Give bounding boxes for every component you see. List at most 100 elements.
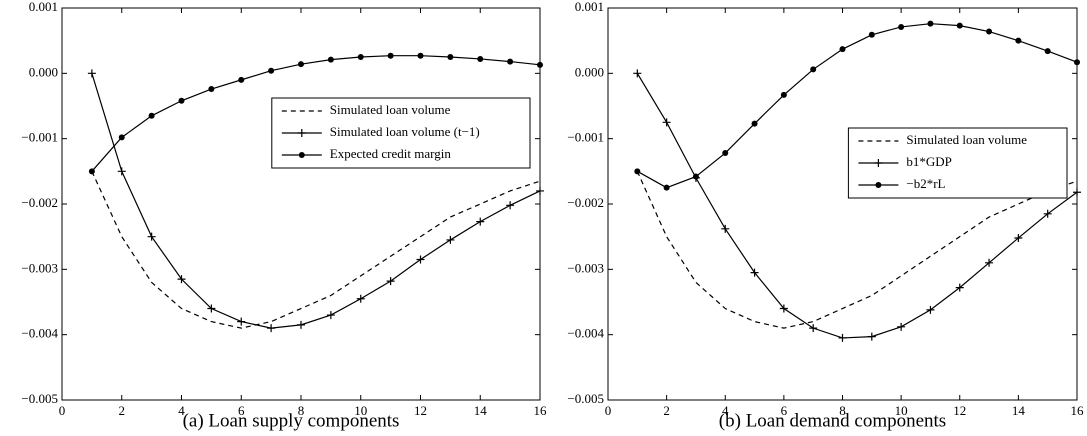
y-tick-label: 0.000 [29, 64, 58, 79]
legend-label: Simulated loan volume [330, 102, 451, 117]
marker-plus [874, 159, 883, 167]
marker-dot [298, 61, 304, 68]
marker-plus [446, 235, 455, 244]
marker-plus [838, 333, 847, 342]
x-tick-label: 2 [119, 403, 126, 418]
caption: (b) Loan demand components [719, 410, 946, 431]
marker-dot [327, 56, 334, 63]
marker-plus [897, 322, 906, 331]
marker-dot [148, 112, 155, 119]
marker-plus [476, 217, 485, 226]
marker-dot [1015, 37, 1022, 44]
marker-plus [147, 232, 156, 241]
marker-dot [387, 52, 394, 59]
x-tick-label: 14 [1012, 403, 1026, 418]
series-line [91, 73, 541, 329]
marker-plus [809, 324, 818, 333]
marker-dot [537, 61, 543, 68]
marker-dot [898, 23, 905, 30]
series-line [91, 55, 541, 172]
caption: (a) Loan supply components [183, 410, 400, 431]
legend-label: Expected credit margin [330, 146, 452, 161]
marker-dot [956, 22, 963, 29]
legend: Simulated loan volume Simulated loan volu… [271, 97, 531, 169]
marker-plus [750, 268, 759, 277]
marker-dot [722, 150, 729, 157]
x-tick-label: 4 [722, 403, 729, 418]
marker-dot [268, 67, 275, 74]
marker-plus [506, 201, 515, 210]
marker-dot [875, 182, 882, 188]
series-line [636, 171, 1078, 329]
y-tick-label: −0.003 [21, 260, 58, 275]
x-tick-label: 8 [298, 403, 305, 418]
marker-dot [208, 86, 215, 93]
marker-dot [298, 152, 305, 158]
marker-dot [927, 20, 934, 27]
marker-plus [633, 69, 642, 78]
marker-dot [477, 55, 484, 62]
marker-plus [207, 304, 216, 313]
x-tick-label: 0 [605, 403, 612, 418]
y-tick-label: 0.000 [575, 64, 604, 79]
y-tick-label: −0.004 [567, 326, 604, 341]
marker-plus [536, 186, 544, 195]
y-tick-label: −0.005 [21, 391, 58, 406]
legend-label: −b2*rL [906, 176, 945, 191]
marker-dot [447, 54, 454, 60]
marker-dot [178, 97, 185, 104]
x-tick-label: 0 [59, 403, 66, 418]
marker-plus [955, 283, 964, 292]
marker-dot [357, 54, 364, 60]
marker-dot [751, 120, 758, 127]
x-tick-label: 10 [354, 403, 367, 418]
marker-plus [326, 311, 335, 320]
marker-plus [779, 304, 788, 313]
marker-dot [810, 66, 817, 73]
x-tick-label: 6 [781, 403, 788, 418]
marker-dot [986, 28, 993, 35]
y-tick-label: −0.005 [567, 391, 604, 406]
series-line [637, 23, 1078, 189]
x-tick-label: 4 [178, 403, 185, 418]
x-tick-label: 2 [663, 403, 670, 418]
legend-label: Simulated loan volume (t−1) [330, 124, 480, 139]
marker-plus [117, 167, 126, 176]
marker-dot [88, 168, 95, 175]
marker-dot [780, 91, 787, 98]
y-tick-label: −0.003 [567, 260, 604, 275]
marker-dot [692, 173, 699, 180]
marker-plus [985, 258, 994, 267]
marker-plus [87, 69, 96, 78]
x-tick-label: 16 [1071, 403, 1085, 418]
y-tick-label: −0.001 [21, 130, 58, 145]
y-tick-label: −0.002 [567, 195, 604, 210]
marker-plus [1043, 209, 1052, 218]
marker-plus [867, 332, 876, 341]
marker-plus [177, 275, 186, 284]
x-tick-label: 12 [953, 403, 966, 418]
x-tick-label: 8 [839, 403, 846, 418]
marker-dot [507, 58, 514, 65]
series-line [91, 171, 541, 329]
marker-dot [663, 184, 670, 191]
marker-plus [267, 324, 276, 333]
marker-dot [1044, 48, 1051, 55]
marker-dot [238, 76, 245, 83]
marker-plus [662, 118, 671, 127]
marker-plus [1014, 233, 1023, 242]
y-tick-label: −0.004 [21, 326, 58, 341]
y-tick-label: 0.001 [575, 0, 604, 14]
legend: Simulated loan volume b1*GDP −b2*rL [847, 127, 1068, 199]
legend-label: b1*GDP [906, 154, 952, 169]
marker-plus [416, 255, 425, 264]
marker-dot [868, 31, 875, 38]
series-line [636, 73, 1078, 339]
x-tick-label: 16 [534, 403, 548, 418]
marker-dot [839, 46, 846, 53]
marker-plus [1073, 188, 1081, 197]
marker-plus [237, 317, 246, 326]
marker-dot [1074, 59, 1080, 66]
marker-plus [297, 320, 305, 329]
